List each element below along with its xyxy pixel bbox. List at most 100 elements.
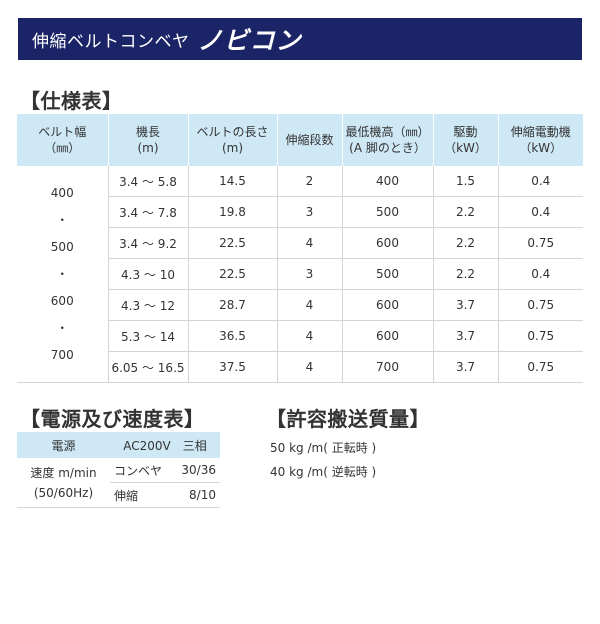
- spec-header-label: 機長: [135, 125, 160, 139]
- spec-cell: 3.4 ～ 7.8: [107, 196, 188, 228]
- telescopic-value: 8/10: [172, 482, 220, 508]
- spec-cell: 5.3 ～ 14: [107, 320, 188, 352]
- spec-header-label: 最低機高（㎜）: [345, 125, 430, 139]
- spec-cell: 700: [341, 351, 433, 383]
- spec-header-cell: ベルト幅 （㎜）: [17, 114, 108, 166]
- spec-cell: 22.5: [187, 258, 277, 290]
- spec-header-cell: ベルトの長さ (m): [187, 114, 277, 166]
- spec-header-cell: 最低機高（㎜） (A 脚のとき）: [341, 114, 433, 166]
- conveyor-value: 30/36: [172, 458, 220, 483]
- spec-cell: 4: [276, 320, 342, 352]
- spec-section-title: 【仕様表】: [20, 89, 123, 113]
- power-label: 電源: [17, 432, 110, 458]
- spec-cell: 3: [276, 196, 342, 228]
- spec-cell: 28.7: [187, 289, 277, 321]
- spec-cell: 37.5: [187, 351, 277, 383]
- spec-header-unit: (A 脚のとき）: [349, 141, 426, 155]
- spec-cell: 14.5: [187, 166, 277, 197]
- spec-cell: 0.75: [497, 320, 583, 352]
- spec-cell: 0.4: [497, 166, 583, 197]
- speed-frequency-label: (50/60Hz): [33, 485, 94, 500]
- spec-cell: 400: [341, 166, 433, 197]
- speed-table: 電源 AC200V 三相 速度 m/min (50/60Hz) コンベヤ 30/…: [17, 432, 220, 508]
- spec-cell: 6.05 ～ 16.5: [107, 351, 188, 383]
- spec-header-label: 駆動: [453, 125, 478, 139]
- belt-width-cell: 400 ・ 500 ・ 600 ・ 700: [17, 166, 108, 383]
- conveyor-label: コンベヤ: [110, 458, 173, 483]
- spec-cell: 4.3 ～ 12: [107, 289, 188, 321]
- speed-section-title: 【電源及び速度表】: [20, 407, 205, 431]
- spec-cell: 2.2: [432, 196, 498, 228]
- spec-cell: 0.4: [497, 196, 583, 228]
- spec-row: 4.3 ～ 12 28.7 4 600 3.7 0.75: [17, 289, 583, 321]
- banner-subtitle: 伸縮ベルトコンベヤ: [32, 31, 190, 52]
- spec-cell: 22.5: [187, 227, 277, 259]
- spec-cell: 4: [276, 227, 342, 259]
- telescopic-label: 伸縮: [110, 482, 173, 508]
- spec-cell: 36.5: [187, 320, 277, 352]
- spec-cell: 3.7: [432, 289, 498, 321]
- spec-header-row: ベルト幅 （㎜） 機長 (m) ベルトの長さ (m) 伸縮段数 最低機高（㎜） (A 脚のとき）…: [17, 114, 583, 166]
- spec-cell: 0.75: [497, 289, 583, 321]
- belt-width-value: ・: [56, 320, 69, 335]
- title-banner: 伸縮ベルトコンベヤ ノビコン: [18, 18, 582, 60]
- spec-header-unit: (m): [221, 141, 244, 155]
- speed-label: 速度 m/min: [30, 465, 97, 480]
- spec-cell: 600: [341, 320, 433, 352]
- spec-header-label: 伸縮段数: [285, 133, 334, 147]
- spec-cell: 3.7: [432, 351, 498, 383]
- spec-table: ベルト幅 （㎜） 機長 (m) ベルトの長さ (m) 伸縮段数 最低機高（㎜） (A 脚のとき）…: [17, 114, 583, 383]
- spec-header-label: 伸縮電動機: [510, 125, 571, 139]
- spec-cell: 2: [276, 166, 342, 197]
- spec-row: 5.3 ～ 14 36.5 4 600 3.7 0.75: [17, 320, 583, 352]
- spec-cell: 2.2: [432, 227, 498, 259]
- belt-width-value: 500: [50, 239, 74, 254]
- spec-header-label: ベルト幅: [38, 125, 87, 139]
- load-forward: 50 kg /m( 正転時 ): [270, 441, 377, 455]
- spec-cell: 3.7: [432, 320, 498, 352]
- spec-cell: 3.4 ～ 9.2: [107, 227, 188, 259]
- speed-label-cell: 速度 m/min (50/60Hz): [17, 458, 110, 508]
- spec-cell: 0.75: [497, 227, 583, 259]
- banner-brand: ノビコン: [197, 26, 302, 55]
- spec-row: 3.4 ～ 7.8 19.8 3 500 2.2 0.4: [17, 196, 583, 228]
- spec-cell: 0.75: [497, 351, 583, 383]
- spec-cell: 19.8: [187, 196, 277, 228]
- telescopic-speed-row: 伸縮 8/10: [17, 482, 220, 508]
- spec-cell: 4: [276, 351, 342, 383]
- spec-header-cell: 伸縮電動機 （kW）: [497, 114, 583, 166]
- spec-header-label: ベルトの長さ: [196, 125, 269, 139]
- spec-row: 4.3 ～ 10 22.5 3 500 2.2 0.4: [17, 258, 583, 290]
- spec-cell: 500: [341, 196, 433, 228]
- spec-cell: 4: [276, 289, 342, 321]
- spec-row: 400 ・ 500 ・ 600 ・ 700 3.4 ～ 5.8 14.5 2 400 1.5 0.4: [17, 166, 583, 383]
- spec-cell: 500: [341, 258, 433, 290]
- spec-cell: 0.4: [497, 258, 583, 290]
- spec-cell: 3.4 ～ 5.8: [107, 166, 188, 197]
- spec-header-cell: 駆動 （kW）: [432, 114, 498, 166]
- spec-cell: 3: [276, 258, 342, 290]
- power-row: 電源 AC200V 三相: [17, 432, 220, 458]
- power-value: AC200V 三相: [110, 432, 220, 458]
- belt-width-value: 700: [50, 347, 74, 362]
- spec-cell: 4.3 ～ 10: [107, 258, 188, 290]
- spec-header-cell: 機長 (m): [107, 114, 188, 166]
- belt-width-value: 400: [50, 185, 74, 200]
- spec-cell: 600: [341, 227, 433, 259]
- load-section-title: 【許容搬送質量】: [266, 407, 430, 431]
- spec-row: 6.05 ～ 16.5 37.5 4 700 3.7 0.75: [17, 351, 583, 383]
- belt-width-value: ・: [56, 212, 69, 227]
- spec-header-unit: (m): [137, 141, 159, 155]
- conveyor-speed-row: 速度 m/min (50/60Hz) コンベヤ 30/36: [17, 458, 220, 508]
- belt-width-value: 600: [50, 293, 74, 308]
- spec-cell: 1.5: [432, 166, 498, 197]
- spec-cell: 2.2: [432, 258, 498, 290]
- belt-width-value: ・: [56, 266, 69, 281]
- spec-row: 3.4 ～ 9.2 22.5 4 600 2.2 0.75: [17, 227, 583, 259]
- spec-header-cell: 伸縮段数: [276, 114, 342, 166]
- load-reverse: 40 kg /m( 逆転時 ): [270, 465, 377, 479]
- spec-header-unit: （kW）: [519, 141, 563, 155]
- spec-header-unit: （㎜）: [44, 141, 81, 155]
- spec-cell: 600: [341, 289, 433, 321]
- spec-header-unit: （kW）: [444, 141, 487, 155]
